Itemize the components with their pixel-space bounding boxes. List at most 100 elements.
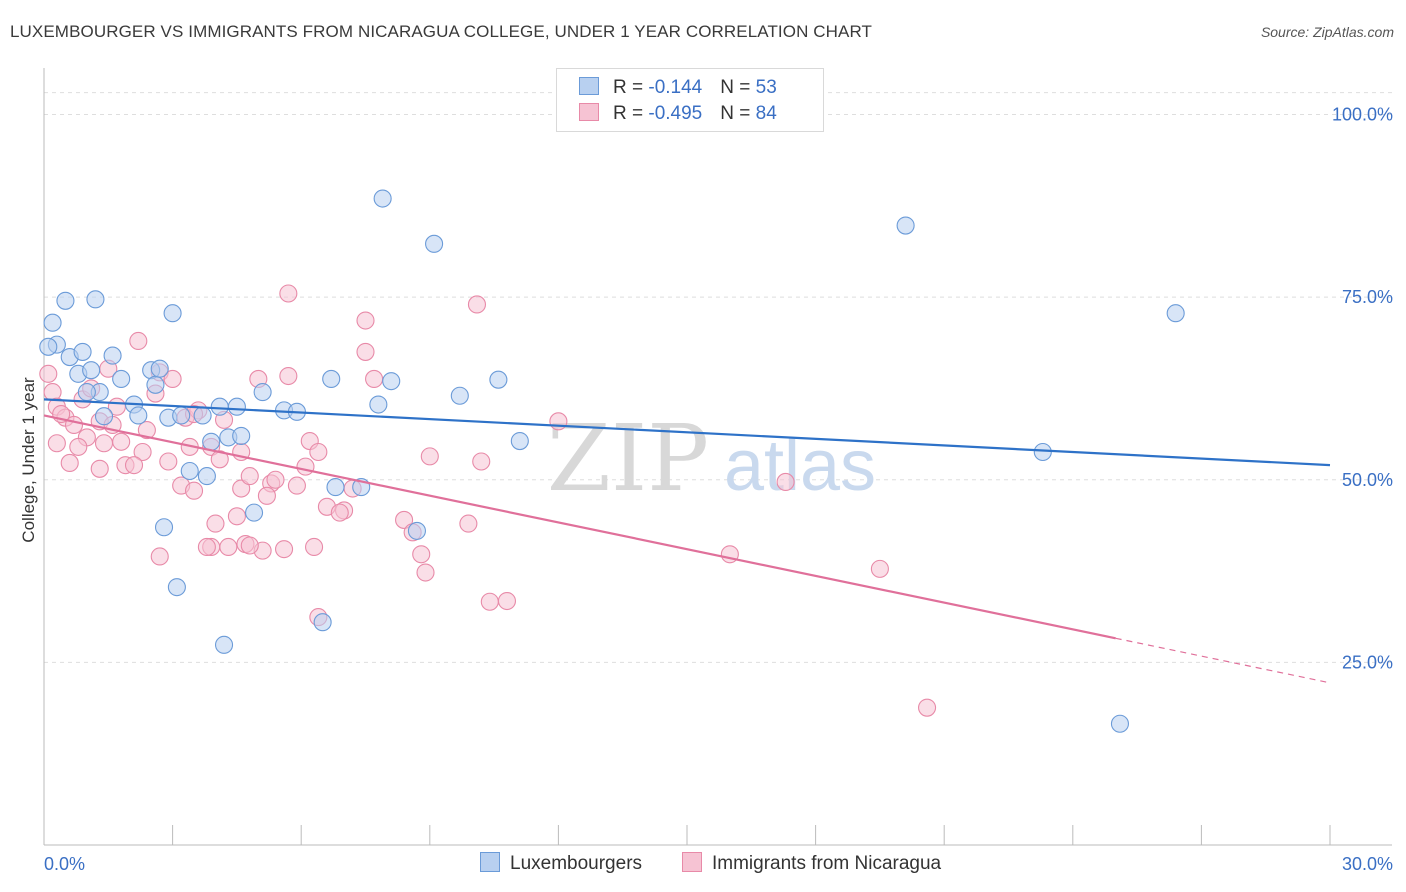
data-point-luxembourgers [43,313,62,332]
data-point-nicaragua [395,510,414,529]
data-point-luxembourgers [39,337,58,356]
data-point-luxembourgers [56,291,75,310]
data-point-nicaragua [776,472,795,492]
data-point-nicaragua [467,295,487,314]
data-point-nicaragua [412,545,431,564]
data-point-luxembourgers [510,431,529,451]
data-point-nicaragua [129,331,148,351]
bottom-legend-label-blue: Luxembourgers [510,853,643,874]
data-point-luxembourgers [489,370,508,389]
data-point-nicaragua [232,479,251,498]
bottom-legend-label-pink: Immigrants from Nicaragua [712,853,942,874]
trend-lines [43,398,1331,684]
data-point-luxembourgers [232,426,251,445]
correlation-legend: R = -0.144 N = 53 R = -0.495 N = 84 [556,68,824,132]
data-point-luxembourgers [197,467,216,486]
data-point-luxembourgers [425,234,444,253]
trend-line-nicaragua [43,414,1116,640]
legend-n-value: 53 [755,77,777,98]
data-point-luxembourgers [146,375,165,394]
data-point-nicaragua [39,364,58,383]
data-point-nicaragua [275,540,294,559]
data-point-nicaragua [60,453,79,473]
x-tick-label: 0.0% [44,854,85,874]
bottom-legend-swatch-pink [682,852,702,872]
data-point-luxembourgers [180,461,199,481]
data-point-luxembourgers [382,372,401,391]
data-point-luxembourgers [1033,442,1052,462]
data-point-nicaragua [159,452,178,471]
legend-r-label: R = [613,77,649,98]
series-luxembourgers-points [39,189,1185,733]
data-point-nicaragua [133,442,152,462]
data-point-nicaragua [112,432,131,451]
legend-r-value: -0.144 [648,77,703,98]
watermark-zip: ZIP [547,405,709,512]
chart-title: LUXEMBOURGER VS IMMIGRANTS FROM NICARAGU… [10,22,873,41]
data-point-luxembourgers [103,346,122,365]
bottom-legend-luxembourgers: Luxembourgers [480,852,642,875]
data-point-luxembourgers [163,304,182,323]
y-tick-label: 75.0% [1342,287,1393,307]
trend-line-nicaragua-extension [1115,637,1331,684]
data-point-nicaragua [365,369,384,389]
data-point-luxembourgers [210,397,229,416]
y-tick-label: 25.0% [1342,652,1393,672]
data-point-luxembourgers [214,635,234,654]
legend-r-label: R = [613,103,649,124]
data-point-nicaragua [480,592,499,611]
data-point-luxembourgers [450,386,469,405]
data-point-luxembourgers [154,518,174,537]
data-point-nicaragua [240,536,259,555]
data-point-luxembourgers [1110,714,1130,733]
data-point-nicaragua [90,459,109,478]
bottom-legend-swatch-blue [480,852,500,872]
data-point-nicaragua [227,507,246,526]
data-point-nicaragua [416,563,435,582]
data-point-luxembourgers [94,407,114,426]
data-point-nicaragua [163,369,182,389]
tick-labels: 25.0% 50.0% 75.0% 100.0% 0.0% 30.0% [44,105,1393,874]
bottom-legend-nicaragua: Immigrants from Nicaragua [682,852,941,875]
data-point-nicaragua [257,486,276,505]
y-axis-label: College, Under 1 year [19,377,38,543]
data-point-nicaragua [150,547,169,566]
data-point-nicaragua [305,537,324,557]
data-point-nicaragua [870,559,889,578]
data-point-nicaragua [549,412,568,431]
data-point-nicaragua [137,421,156,440]
data-point-luxembourgers [313,613,332,632]
legend-row-nicaragua: R = -0.495 N = 84 [579,103,777,125]
legend-row-luxembourgers: R = -0.144 N = 53 [579,77,777,99]
watermark: ZIP atlas [547,405,876,512]
data-point-luxembourgers [1166,304,1185,323]
data-point-nicaragua [219,537,238,557]
data-point-nicaragua [287,476,306,495]
series-nicaragua-points [39,284,937,717]
data-point-luxembourgers [112,369,131,389]
data-point-luxembourgers [407,521,426,540]
data-point-nicaragua [472,452,491,471]
x-tick-label: 30.0% [1342,854,1393,874]
gridlines [44,92,1392,663]
data-point-luxembourgers [202,432,221,451]
data-point-luxembourgers [172,406,191,425]
data-point-luxembourgers [326,478,345,497]
data-point-luxembourgers [82,361,101,380]
data-point-nicaragua [240,467,259,486]
data-point-luxembourgers [86,290,105,309]
data-point-luxembourgers [193,406,212,425]
y-tick-label: 100.0% [1332,105,1393,125]
data-point-nicaragua [330,503,349,522]
data-point-nicaragua [94,434,114,453]
source-label: Source: ZipAtlas.com [1260,24,1394,40]
data-point-nicaragua [309,442,328,462]
data-point-nicaragua [210,450,229,469]
data-point-nicaragua [266,470,285,489]
trend-line-luxembourgers [43,398,1331,467]
data-point-nicaragua [197,537,216,557]
data-point-nicaragua [124,456,144,475]
data-point-nicaragua [184,481,204,500]
data-point-luxembourgers [322,369,341,389]
data-point-nicaragua [69,437,88,456]
